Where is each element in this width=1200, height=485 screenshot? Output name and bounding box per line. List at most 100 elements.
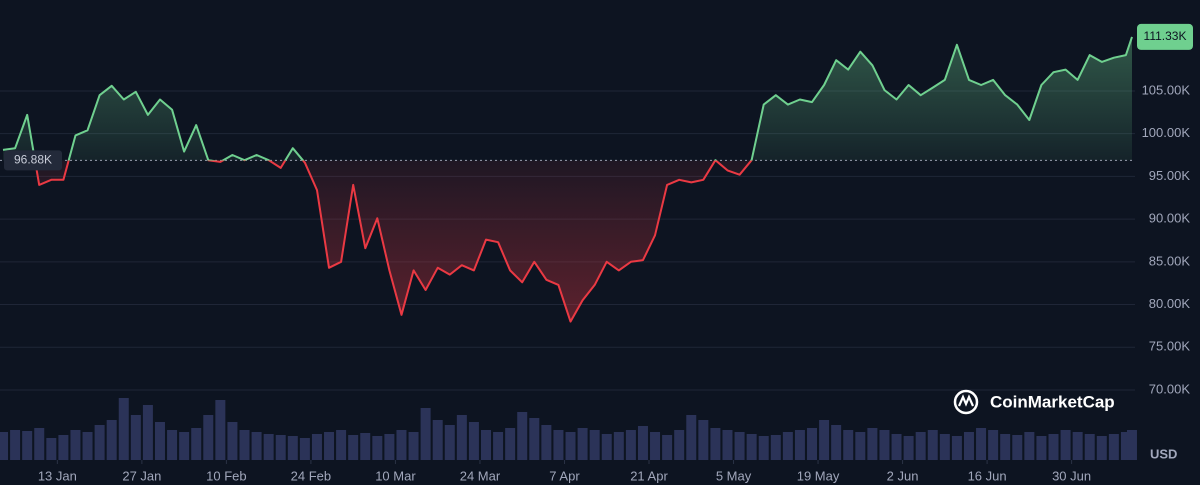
volume-bar [1048, 434, 1059, 460]
volume-bar [94, 425, 105, 460]
volume-bar [879, 430, 890, 460]
volume-bar [710, 428, 721, 460]
volume-bar [589, 430, 600, 460]
volume-bar [505, 428, 516, 460]
volume-bar [565, 432, 576, 460]
y-tick-label: 95.00K [1149, 168, 1191, 183]
x-tick-label: 7 Apr [549, 468, 580, 483]
volume-bar [903, 436, 914, 460]
volume-bar [529, 418, 540, 460]
y-tick-label: 100.00K [1142, 125, 1191, 140]
volume-bar [179, 432, 190, 460]
volume-bar [1084, 434, 1095, 460]
volume-bar [927, 430, 938, 460]
volume-bar [951, 436, 962, 460]
volume-bar [734, 432, 745, 460]
volume-bar [22, 431, 33, 460]
volume-bar [191, 428, 202, 460]
volume-bar [251, 432, 262, 460]
volume-bar [517, 412, 528, 460]
volume-bar [1072, 432, 1083, 460]
volume-bar [674, 430, 685, 460]
baseline-label-box [4, 150, 62, 171]
volume-bar [10, 430, 21, 460]
price-line [2, 36, 1133, 323]
y-tick-label: 90.00K [1149, 211, 1191, 226]
baseline-label: 96.88K [14, 153, 52, 167]
volume-bar [915, 432, 926, 460]
volume-bar [637, 426, 648, 460]
volume-bar [0, 432, 9, 460]
volume-bar [770, 435, 781, 460]
volume-bar [625, 430, 636, 460]
volume-bar [782, 432, 793, 460]
volume-bar [46, 438, 57, 460]
volume-bar [384, 434, 395, 460]
volume-bar [939, 434, 950, 460]
volume-bar [867, 428, 878, 460]
volume-bar [287, 436, 298, 460]
volume-bar [843, 430, 854, 460]
x-tick-label: 24 Mar [460, 468, 501, 483]
y-tick-label: 85.00K [1149, 253, 1191, 268]
volume-bar [722, 430, 733, 460]
volume-bar [106, 420, 117, 460]
area-fill [3, 36, 1132, 322]
volume-bar [493, 432, 504, 460]
volume-bar [650, 432, 661, 460]
volume-bar [468, 422, 479, 460]
volume-bar [963, 432, 974, 460]
x-tick-label: 21 Apr [630, 468, 668, 483]
x-tick-label: 16 Jun [968, 468, 1007, 483]
volume-bar [698, 420, 709, 460]
volume-bar [1012, 435, 1023, 460]
volume-bar [154, 422, 165, 460]
volume-bar [758, 436, 769, 460]
volume-bar [336, 430, 347, 460]
volume-bar [420, 408, 431, 460]
x-tick-label: 13 Jan [38, 468, 77, 483]
volume-bar [1036, 436, 1047, 460]
volume-bar [553, 430, 564, 460]
volume-bar [746, 434, 757, 460]
x-tick-label: 19 May [797, 468, 840, 483]
x-tick-label: 27 Jan [122, 468, 161, 483]
volume-bar [1126, 430, 1137, 460]
volume-bar [70, 430, 81, 460]
volume-bar [348, 435, 359, 460]
volume-bar [541, 425, 552, 460]
volume-bar [807, 428, 818, 460]
volume-bar [142, 405, 153, 460]
volume-bar [831, 425, 842, 460]
volume-bar [34, 428, 45, 460]
volume-bar [480, 430, 491, 460]
volume-bar [855, 432, 866, 460]
volume-bar [686, 415, 697, 460]
x-tick-label: 10 Mar [375, 468, 416, 483]
volume-bar [1120, 432, 1131, 460]
volume-bar [118, 398, 129, 460]
volume-bar [396, 430, 407, 460]
volume-bar [976, 428, 987, 460]
volume-bar [577, 428, 588, 460]
volume-bar [130, 415, 141, 460]
x-tick-label: 10 Feb [206, 468, 246, 483]
volume-bar [432, 420, 443, 460]
y-tick-label: 105.00K [1142, 82, 1191, 97]
volume-bar [794, 430, 805, 460]
volume-bar [613, 432, 624, 460]
volume-bar [662, 435, 673, 460]
volume-bar [408, 432, 419, 460]
volume-bar [1000, 434, 1011, 460]
watermark-logo [953, 389, 979, 415]
last-price-label: 111.33K [1144, 29, 1187, 43]
volume-bar [311, 434, 322, 460]
volume-bar [988, 430, 999, 460]
volume-bar [444, 425, 455, 460]
y-tick-label: 75.00K [1149, 339, 1191, 354]
volume-bar [324, 432, 335, 460]
volume-bar [1108, 434, 1119, 460]
volume-bar [601, 434, 612, 460]
last-price-box [1137, 23, 1193, 50]
